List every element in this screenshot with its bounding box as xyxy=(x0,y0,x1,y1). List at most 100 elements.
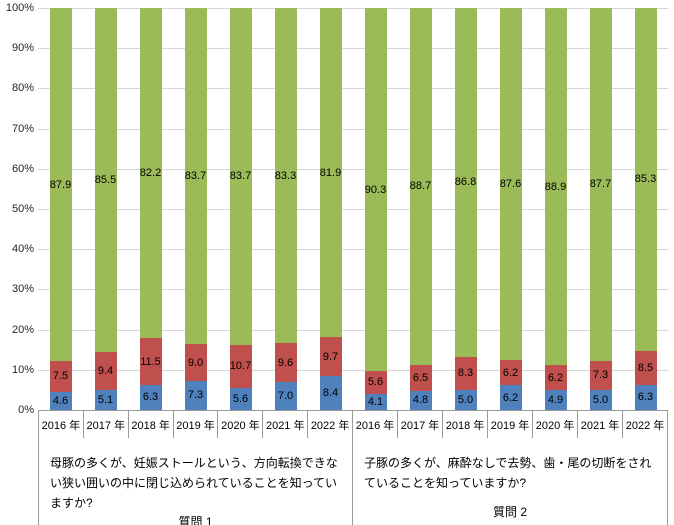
gridline xyxy=(38,48,668,50)
data-label: 87.6 xyxy=(499,178,522,191)
stacked-bar: 7.0 9.6 83.3 xyxy=(274,8,297,410)
data-label: 87.9 xyxy=(49,178,72,191)
stacked-bar: 6.3 11.5 82.2 xyxy=(139,8,162,410)
question-text: 子豚の多くが、麻酔なしで去勢、歯・尾の切断をされていることを知っていますか? xyxy=(364,456,652,490)
bar-segment-bottom-blue: 7.3 xyxy=(184,380,207,410)
bar-segment-middle-red: 11.5 xyxy=(139,338,162,385)
stacked-bar: 4.9 6.2 88.9 xyxy=(544,8,567,410)
year-label: 2021 年 xyxy=(263,411,309,438)
data-label: 8.4 xyxy=(322,387,339,400)
data-label: 83.7 xyxy=(229,170,252,183)
y-tick-label: 40% xyxy=(11,243,34,256)
gridline xyxy=(38,88,668,90)
year-label: 2016 年 xyxy=(353,411,398,438)
bar-segment-bottom-blue: 5.0 xyxy=(454,389,477,410)
gridline xyxy=(38,8,668,9)
bar-segment-bottom-blue: 6.2 xyxy=(499,385,522,410)
bar-segment-top-green: 83.7 xyxy=(229,8,252,345)
bar-slot: 7.3 9.0 83.7 xyxy=(173,8,218,410)
bar-segment-top-green: 87.9 xyxy=(49,8,72,362)
bar-segment-middle-red: 9.0 xyxy=(184,344,207,381)
y-tick-label: 20% xyxy=(11,323,34,336)
bar-segment-bottom-blue: 8.4 xyxy=(319,376,342,410)
category-axis-table: 2016 年 2017 年 2018 年 2019 年 2020 年 2021 年 2022… xyxy=(38,410,668,525)
bar-segment-top-green: 85.3 xyxy=(634,8,657,351)
bar-segment-bottom-blue: 4.8 xyxy=(409,390,432,410)
year-label: 2019 年 xyxy=(488,411,533,438)
gridline xyxy=(38,209,668,210)
gridline xyxy=(38,369,668,371)
data-label: 10.7 xyxy=(229,360,252,372)
data-label: 85.5 xyxy=(94,173,117,186)
data-label: 85.3 xyxy=(634,173,657,186)
data-label: 9.7 xyxy=(322,350,339,363)
bar-segment-top-green: 90.3 xyxy=(364,8,387,372)
data-label: 6.2 xyxy=(502,391,519,404)
gridline xyxy=(38,329,668,331)
bar-segment-top-green: 86.8 xyxy=(454,8,477,357)
bar-segment-top-green: 87.7 xyxy=(589,8,612,361)
bar-segment-bottom-blue: 4.6 xyxy=(49,391,72,410)
data-label: 6.2 xyxy=(502,366,519,379)
bar-slot: 4.1 5.6 90.3 xyxy=(353,8,398,410)
year-row: 2016 年 2017 年 2018 年 2019 年 2020 年 2021 年 2022… xyxy=(353,411,667,438)
data-label: 82.2 xyxy=(139,167,162,180)
year-label: 2022 年 xyxy=(310,419,350,432)
data-label: 86.8 xyxy=(454,176,477,189)
gridline xyxy=(38,128,668,130)
group-label: 質問 1 xyxy=(178,515,213,525)
data-label: 4.8 xyxy=(412,394,429,407)
stacked-bar: 7.3 9.0 83.7 xyxy=(184,8,207,410)
bar-segment-top-green: 88.9 xyxy=(544,8,567,366)
bar-segment-middle-red: 9.7 xyxy=(319,337,342,377)
year-label: 2017 年 xyxy=(398,411,443,438)
question-text: 母豚の多くが、妊娠ストールという、方向転換できない狭い囲いの中に閉じ込められてい… xyxy=(50,456,338,510)
bar-slot: 6.3 11.5 82.2 xyxy=(128,8,173,410)
bar-slot: 6.2 6.2 87.6 xyxy=(488,8,533,410)
bar-segment-bottom-blue: 5.6 xyxy=(229,387,252,410)
data-label: 9.6 xyxy=(277,356,294,369)
stacked-bar: 6.2 6.2 87.6 xyxy=(499,8,522,410)
data-label: 6.2 xyxy=(547,371,564,384)
data-label: 5.0 xyxy=(457,393,474,406)
gridline xyxy=(38,249,668,251)
stacked-bar: 5.1 9.4 85.5 xyxy=(94,8,117,410)
year-label: 2022 年 xyxy=(625,419,665,432)
bar-segment-top-green: 81.9 xyxy=(319,8,342,338)
bar-segment-bottom-blue: 6.3 xyxy=(634,384,657,410)
data-label: 4.6 xyxy=(52,394,69,407)
bar-slot: 6.3 8.5 85.3 xyxy=(623,8,668,410)
bar-segment-middle-red: 7.5 xyxy=(49,361,72,392)
data-label: 7.3 xyxy=(592,369,609,382)
y-tick-label: 30% xyxy=(11,283,34,296)
y-tick-label: 80% xyxy=(11,82,34,95)
question-group: 2016 年 2017 年 2018 年 2019 年 2020 年 2021 年 2022… xyxy=(38,411,353,525)
data-label: 7.3 xyxy=(187,389,204,402)
question-group: 2016 年 2017 年 2018 年 2019 年 2020 年 2021 年 2022… xyxy=(353,411,668,525)
y-tick-label: 60% xyxy=(11,162,34,175)
gridline xyxy=(38,168,668,170)
bar-segment-middle-red: 8.3 xyxy=(454,356,477,390)
bar-slot: 8.4 9.7 81.9 xyxy=(308,8,353,410)
bar-segment-middle-red: 10.7 xyxy=(229,344,252,388)
gridline xyxy=(38,289,668,291)
year-label: 2020 年 xyxy=(533,411,578,438)
bar-segment-top-green: 83.3 xyxy=(274,8,297,344)
year-label: 2018 年 xyxy=(443,411,488,438)
y-tick-label: 100% xyxy=(5,2,34,14)
bar-segment-bottom-blue: 4.1 xyxy=(364,393,387,410)
data-label: 5.6 xyxy=(232,392,249,405)
data-label: 7.0 xyxy=(277,389,294,402)
bar-slot: 5.1 9.4 85.5 xyxy=(83,8,128,410)
bar-slot: 7.0 9.6 83.3 xyxy=(263,8,308,410)
bar-slot: 4.8 6.5 88.7 xyxy=(398,8,443,410)
year-row: 2016 年 2017 年 2018 年 2019 年 2020 年 2021 年 2022… xyxy=(39,411,352,438)
stacked-bar: 6.3 8.5 85.3 xyxy=(634,8,657,410)
bar-segment-middle-red: 8.5 xyxy=(634,350,657,385)
y-tick-label: 0% xyxy=(18,404,34,416)
bar-segment-middle-red: 5.6 xyxy=(364,371,387,394)
year-label: 2019 年 xyxy=(174,411,219,438)
data-label: 11.5 xyxy=(140,355,161,368)
bar-segment-bottom-blue: 6.3 xyxy=(139,384,162,410)
